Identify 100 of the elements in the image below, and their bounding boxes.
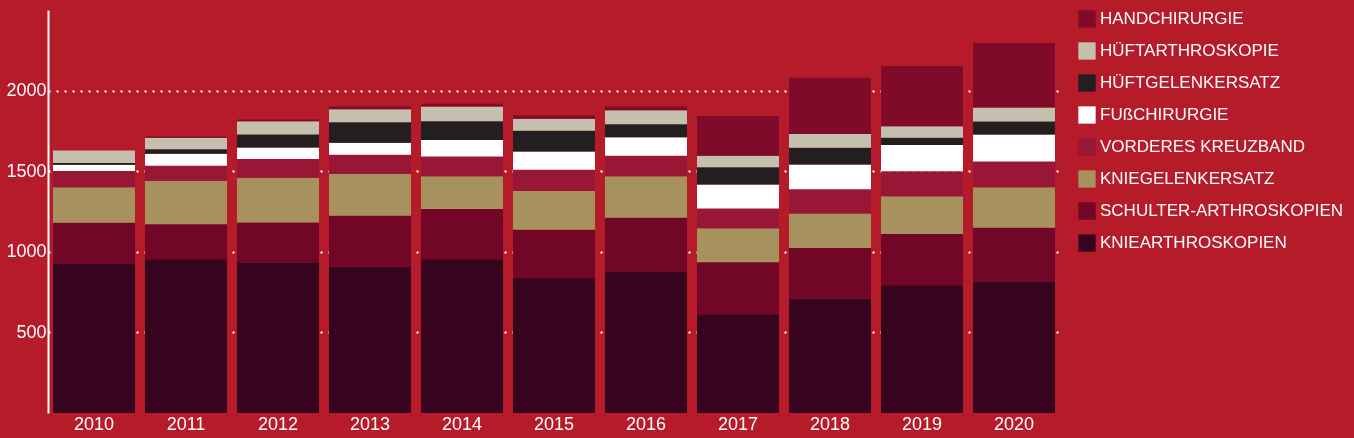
bar bbox=[605, 110, 687, 125]
x-tick-label: 2017 bbox=[717, 413, 759, 434]
x-tick-label: 2019 bbox=[901, 413, 943, 434]
bar bbox=[421, 121, 503, 141]
x-tick-label: 2013 bbox=[349, 413, 391, 434]
bar bbox=[789, 134, 871, 148]
bar bbox=[237, 121, 319, 135]
bar bbox=[973, 134, 1055, 162]
bar bbox=[237, 177, 319, 223]
y-tick-label: 2000 bbox=[6, 80, 47, 101]
bar bbox=[513, 130, 595, 152]
bar bbox=[145, 137, 227, 150]
bar bbox=[53, 150, 135, 163]
legend-label: VORDERES KREUZBAND bbox=[1100, 137, 1305, 156]
bar bbox=[329, 215, 411, 267]
bar bbox=[697, 184, 779, 209]
bar bbox=[421, 176, 503, 210]
bar bbox=[789, 213, 871, 248]
bar bbox=[789, 77, 871, 135]
bar bbox=[421, 209, 503, 260]
bar bbox=[697, 167, 779, 185]
x-tick-label: 2010 bbox=[73, 413, 115, 434]
bar bbox=[329, 154, 411, 174]
bar bbox=[145, 149, 227, 154]
bar bbox=[973, 281, 1055, 413]
bar bbox=[53, 164, 135, 171]
bar bbox=[237, 222, 319, 263]
x-tick-label: 2012 bbox=[257, 413, 299, 434]
bar bbox=[789, 164, 871, 190]
bar bbox=[881, 145, 963, 172]
bar bbox=[329, 122, 411, 143]
bar bbox=[513, 169, 595, 192]
bar bbox=[605, 176, 687, 218]
bar bbox=[605, 155, 687, 177]
bar bbox=[513, 229, 595, 278]
bar bbox=[145, 180, 227, 225]
y-tick-label: 1000 bbox=[6, 241, 47, 262]
bar bbox=[605, 106, 687, 111]
legend-label: HÜFTGELENKERSATZ bbox=[1100, 73, 1281, 92]
x-tick-label: 2015 bbox=[533, 413, 575, 434]
y-tick-label: 1500 bbox=[6, 160, 47, 181]
bar bbox=[973, 107, 1055, 122]
bar bbox=[329, 173, 411, 216]
legend-label: FUßCHIRURGIE bbox=[1100, 105, 1229, 124]
bar bbox=[329, 142, 411, 155]
bar bbox=[53, 170, 135, 188]
x-tick-label: 2018 bbox=[809, 413, 851, 434]
bar bbox=[145, 224, 227, 260]
y-tick-label: 500 bbox=[16, 321, 47, 342]
bar bbox=[605, 272, 687, 413]
bar bbox=[421, 156, 503, 177]
bar bbox=[145, 165, 227, 181]
bar bbox=[53, 187, 135, 223]
bar bbox=[881, 66, 963, 127]
bar bbox=[513, 151, 595, 170]
bar bbox=[789, 298, 871, 413]
bar bbox=[697, 228, 779, 263]
bar bbox=[53, 263, 135, 413]
bar bbox=[329, 266, 411, 413]
bar bbox=[697, 314, 779, 413]
bar bbox=[881, 171, 963, 197]
x-tick-label: 2016 bbox=[625, 413, 667, 434]
bar bbox=[697, 208, 779, 229]
x-tick-label: 2011 bbox=[166, 413, 206, 434]
bar bbox=[329, 109, 411, 123]
bar bbox=[237, 262, 319, 413]
legend-label: KNIEARTHROSKOPIEN bbox=[1100, 233, 1287, 252]
bar bbox=[697, 155, 779, 168]
bar bbox=[973, 161, 1055, 188]
bar bbox=[513, 191, 595, 230]
bar bbox=[973, 227, 1055, 282]
bar bbox=[605, 217, 687, 273]
bar bbox=[697, 116, 779, 156]
legend-label: HANDCHIRURGIE bbox=[1100, 9, 1244, 28]
bar bbox=[145, 153, 227, 166]
bar bbox=[237, 147, 319, 160]
legend-label: SCHULTER-ARTHROSKOPIEN bbox=[1100, 201, 1344, 220]
bar bbox=[973, 121, 1055, 135]
bar bbox=[973, 43, 1055, 108]
x-tick-label: 2020 bbox=[993, 413, 1035, 434]
bar bbox=[789, 147, 871, 165]
bar bbox=[881, 137, 963, 146]
bar bbox=[789, 189, 871, 214]
bar bbox=[145, 259, 227, 413]
legend-label: HÜFTARTHROSKOPIE bbox=[1100, 41, 1279, 60]
legend-label: KNIEGELENKERSATZ bbox=[1100, 169, 1275, 188]
bar bbox=[973, 187, 1055, 228]
x-tick-label: 2014 bbox=[441, 413, 483, 434]
bar bbox=[881, 285, 963, 413]
bar bbox=[421, 140, 503, 157]
bar bbox=[513, 118, 595, 131]
bar bbox=[421, 106, 503, 122]
bar bbox=[605, 124, 687, 138]
bar bbox=[513, 277, 595, 413]
bar bbox=[697, 262, 779, 315]
bar bbox=[237, 134, 319, 148]
bar bbox=[513, 115, 595, 119]
bar bbox=[421, 259, 503, 413]
bar bbox=[789, 247, 871, 299]
bar bbox=[881, 233, 963, 286]
